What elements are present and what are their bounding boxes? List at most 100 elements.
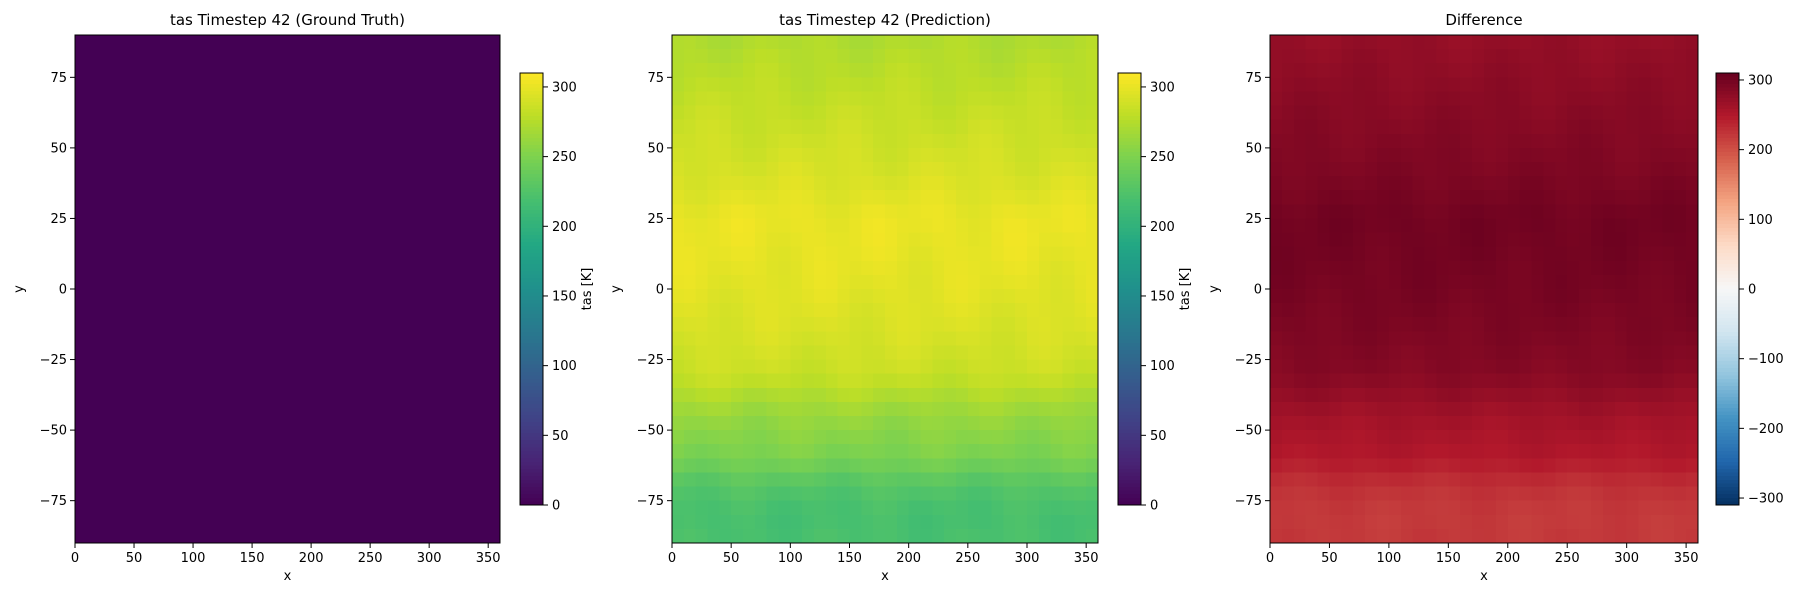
heatmap-cell: [695, 274, 709, 290]
heatmap-cell: [967, 444, 981, 459]
heatmap-cell: [122, 176, 135, 191]
heatmap-cell: [979, 500, 993, 516]
heatmap-cell: [204, 345, 218, 361]
colorbar-segment: [520, 339, 543, 344]
heatmap-cell: [1353, 35, 1366, 50]
colorbar-segment: [1118, 458, 1141, 463]
heatmap-cell: [944, 63, 957, 78]
heatmap-cell: [440, 430, 454, 445]
colorbar-segment: [520, 411, 543, 416]
heatmap-cell: [393, 514, 407, 530]
heatmap-cell: [873, 35, 886, 50]
heatmap-cell: [75, 35, 88, 50]
heatmap-cell: [1448, 430, 1461, 445]
heatmap-cell: [1412, 204, 1426, 220]
heatmap-cell: [488, 430, 501, 445]
heatmap-cell: [672, 35, 685, 50]
heatmap-cell: [956, 345, 969, 361]
heatmap-cell: [719, 331, 732, 347]
heatmap-cell: [181, 162, 194, 177]
heatmap-cell: [1365, 35, 1378, 50]
heatmap-cell: [334, 458, 348, 474]
heatmap-cell: [464, 91, 477, 107]
heatmap-cell: [181, 458, 194, 474]
heatmap-cell: [754, 162, 768, 177]
colorbar-segment: [520, 415, 543, 420]
heatmap-cell: [1377, 218, 1390, 234]
heatmap-cell: [157, 77, 171, 93]
heatmap-cell: [1027, 176, 1040, 191]
heatmap-cell: [1591, 472, 1604, 488]
heatmap-cell: [1365, 119, 1378, 135]
heatmap-cell: [334, 289, 348, 304]
colorbar-segment: [520, 440, 543, 445]
heatmap-cell: [122, 63, 135, 78]
heatmap-cell: [370, 176, 383, 191]
heatmap-cell: [193, 105, 206, 121]
heatmap-cell: [1650, 260, 1663, 276]
heatmap-cell: [1507, 317, 1521, 332]
heatmap-cell: [204, 260, 218, 276]
heatmap-cell: [790, 359, 803, 375]
heatmap-cell: [1662, 91, 1675, 107]
heatmap-cell: [731, 416, 744, 431]
heatmap-cell: [1579, 500, 1592, 516]
heatmap-cell: [1424, 458, 1438, 474]
heatmap-cell: [672, 430, 685, 445]
heatmap-cell: [429, 91, 442, 107]
colorbar-segment: [1716, 393, 1739, 398]
colorbar-segment: [1716, 278, 1739, 283]
heatmap-cell: [464, 232, 477, 248]
heatmap-cell: [1567, 444, 1580, 459]
heatmap-cell: [967, 133, 981, 149]
heatmap-cell: [1270, 246, 1283, 262]
heatmap-cell: [1614, 303, 1628, 318]
heatmap-cell: [1602, 133, 1616, 149]
heatmap-cell: [932, 387, 945, 403]
colorbar-segment: [1118, 479, 1141, 484]
heatmap-cell: [1484, 63, 1497, 78]
heatmap-cell: [134, 119, 147, 135]
heatmap-cell: [358, 528, 371, 544]
heatmap-cell: [240, 176, 253, 191]
heatmap-cell: [1484, 119, 1497, 135]
heatmap-cell: [228, 528, 241, 544]
heatmap-cell: [1650, 246, 1663, 262]
heatmap-cell: [908, 289, 922, 304]
heatmap-cell: [743, 49, 756, 64]
heatmap-cell: [193, 472, 206, 488]
heatmap-cell: [1531, 331, 1545, 347]
heatmap-cell: [695, 472, 709, 488]
colorbar-segment: [1716, 224, 1739, 229]
heatmap-cell: [707, 472, 720, 488]
heatmap-cell: [719, 105, 732, 121]
heatmap-cell: [1567, 416, 1580, 431]
colorbar-segment: [1716, 155, 1739, 160]
heatmap-cell: [1062, 176, 1075, 191]
heatmap-cell: [1507, 91, 1521, 107]
heatmap-cell: [204, 246, 218, 262]
heatmap-cell: [991, 430, 1004, 445]
heatmap-cell: [263, 176, 277, 191]
colorbar-segment: [1118, 134, 1141, 139]
heatmap-cell: [1555, 486, 1568, 502]
heatmap-cell: [1519, 274, 1533, 290]
heatmap-cell: [695, 387, 709, 403]
heatmap-cell: [695, 500, 709, 516]
heatmap-cell: [1602, 514, 1616, 530]
heatmap-cell: [1531, 190, 1545, 205]
heatmap-cell: [476, 373, 489, 389]
heatmap-cell: [683, 528, 697, 544]
heatmap-cell: [488, 204, 501, 220]
heatmap-cell: [896, 528, 910, 544]
heatmap-cell: [1270, 176, 1283, 191]
heatmap-cell: [476, 105, 489, 121]
heatmap-cell: [1365, 458, 1378, 474]
colorbar-tick-label: 150: [1150, 289, 1175, 304]
heatmap-cell: [1015, 232, 1028, 248]
heatmap-cell: [1388, 232, 1402, 248]
colorbar-segment: [520, 184, 543, 189]
heatmap-cell: [932, 232, 945, 248]
heatmap-cell: [979, 77, 993, 93]
heatmap-cell: [1602, 176, 1616, 191]
